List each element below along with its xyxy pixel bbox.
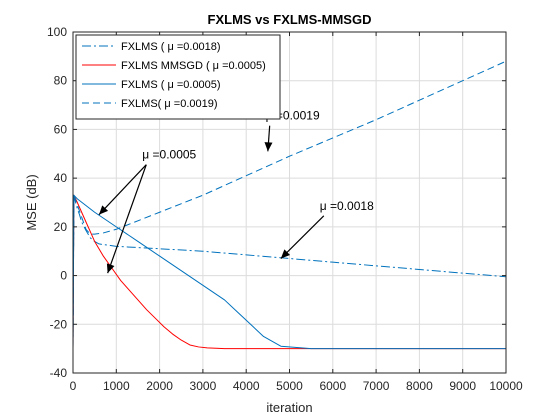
annotation-arrowhead [106, 263, 115, 274]
x-axis-label: iteration [266, 400, 312, 415]
y-axis-label: MSE (dB) [24, 174, 39, 230]
x-tick-label: 10000 [489, 379, 523, 393]
y-tick-label: 100 [47, 25, 67, 39]
series-line-3 [72, 194, 506, 350]
series-line-4 [72, 60, 507, 349]
annotation-arrowhead [98, 205, 109, 215]
legend-label-2: FXLMS MMSGD ( μ =0.0005) [121, 60, 266, 72]
x-tick-label: 9000 [449, 379, 476, 393]
y-tick-label: 80 [54, 74, 68, 88]
x-tick-label: 0 [70, 379, 77, 393]
y-tick-label: 0 [60, 269, 67, 283]
annotation-label: μ =0.0018 [320, 199, 374, 213]
annotation-label: μ =0.0005 [142, 148, 196, 162]
x-tick-label: 1000 [103, 379, 130, 393]
ticks: 0 1000 2000 3000 4000 5000 6000 7000 8000 9000 100… [47, 25, 523, 393]
x-tick-label: 7000 [363, 379, 390, 393]
x-tick-label: 5000 [276, 379, 303, 393]
annotation-arrowhead [280, 249, 291, 259]
annotation-arrowhead [264, 142, 273, 152]
chart-title: FXLMS vs FXLMS-MMSGD [208, 12, 372, 27]
y-tick-label: 20 [54, 220, 68, 234]
legend-label-4: FXLMS( μ =0.0019) [121, 98, 218, 110]
x-tick-label: 6000 [319, 379, 346, 393]
series-layer [72, 60, 507, 350]
y-tick-label: -20 [50, 317, 68, 331]
legend-label-1: FXLMS ( μ =0.0018) [121, 41, 221, 53]
x-tick-label: 4000 [233, 379, 260, 393]
legend-label-3: FXLMS ( μ =0.0005) [121, 79, 221, 91]
x-tick-label: 8000 [406, 379, 433, 393]
x-tick-label: 2000 [146, 379, 173, 393]
annotation-arrow [280, 215, 325, 259]
legend-box [75, 34, 281, 120]
y-tick-label: -40 [50, 366, 68, 380]
x-tick-label: 3000 [190, 379, 217, 393]
y-tick-label: 60 [54, 122, 68, 136]
series-line-1 [72, 194, 507, 349]
annotation-arrow [98, 164, 147, 216]
y-tick-label: 40 [54, 171, 68, 185]
annotation-arrow [107, 164, 147, 274]
legend: FXLMS ( μ =0.0018) FXLMS MMSGD ( μ =0.000… [75, 34, 281, 120]
